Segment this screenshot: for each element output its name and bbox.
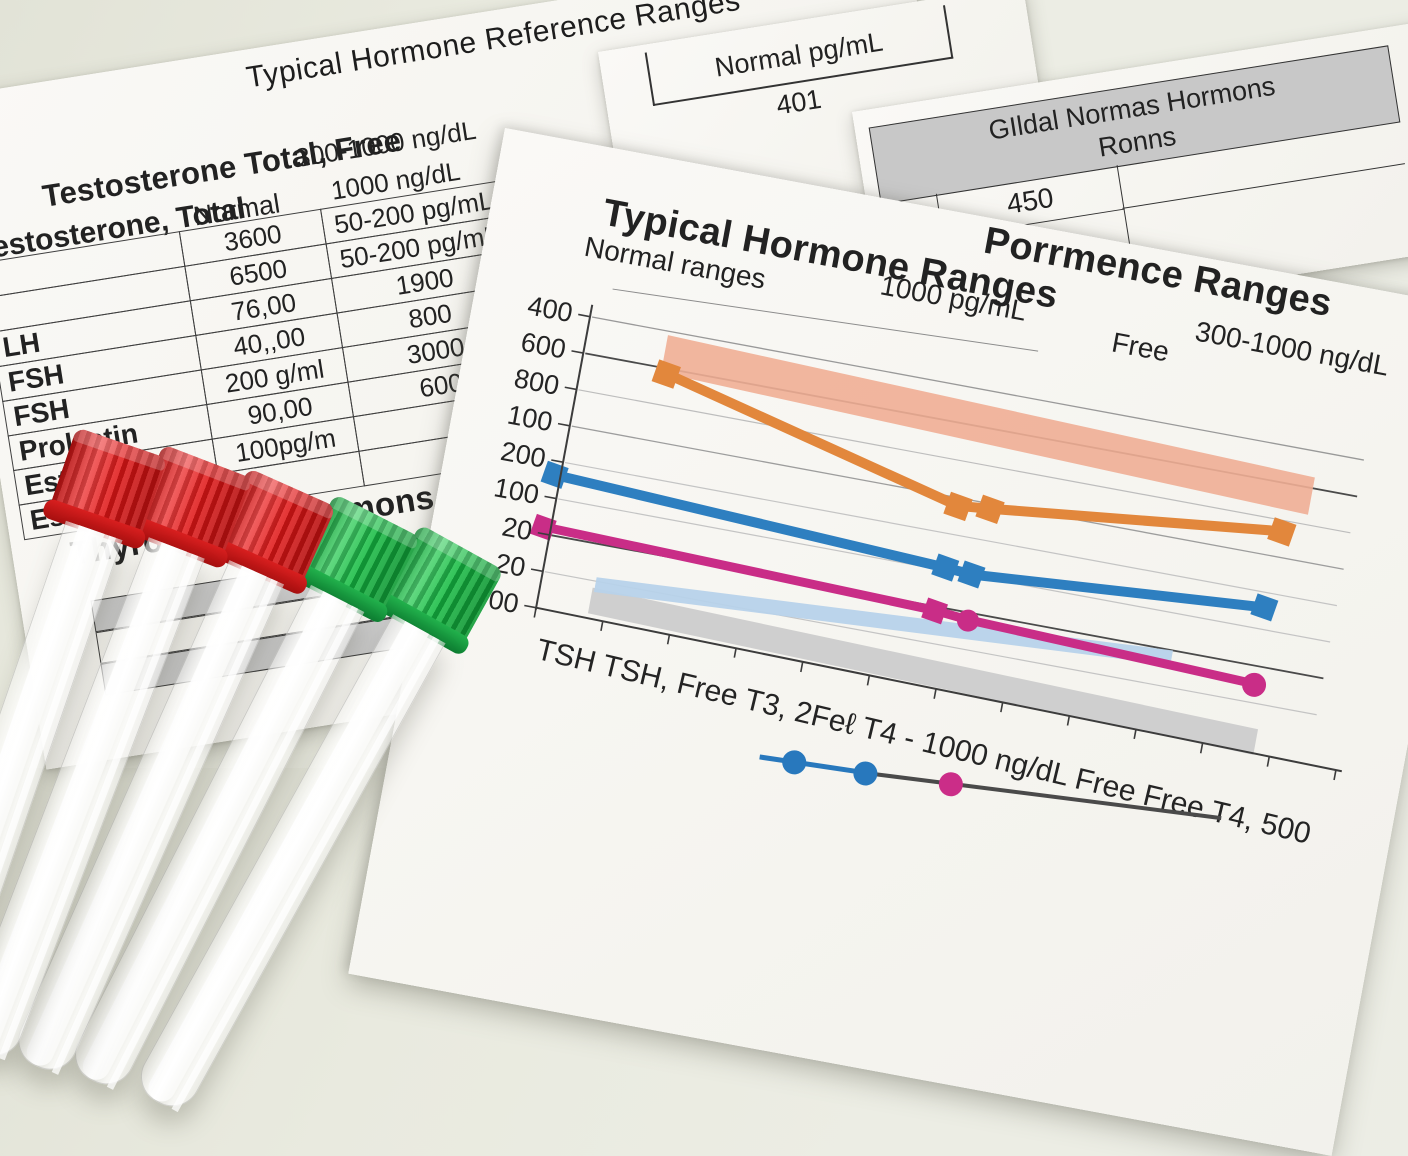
reference-band	[661, 335, 1315, 515]
annotation-free: Free	[1109, 326, 1172, 368]
gray-band	[587, 587, 1259, 755]
y-tick-label: 100	[492, 472, 542, 510]
y-tick-label: 100	[505, 400, 555, 438]
magenta-series	[529, 513, 1267, 697]
normal-pgml-value: 401	[774, 83, 824, 121]
y-tick-label: 20	[500, 511, 535, 546]
y-tick-label: 400	[525, 290, 575, 328]
chart-paper: Typical Hormone Ranges Porrmence Ranges …	[348, 128, 1408, 1156]
blue-series	[540, 460, 1279, 622]
lightblue-band	[593, 577, 1173, 666]
hormone-chart: 400 600 800 100 200 100 20 20 00 TSH	[486, 290, 1364, 851]
y-tick-label: 600	[519, 327, 569, 365]
annotation-300-1000-ngdl: 300-1000 ng/dL	[1192, 315, 1392, 382]
legend-magenta-dot	[938, 772, 963, 797]
legend-blue-dot	[853, 761, 878, 786]
legend-blue-dot	[782, 750, 807, 775]
orange-series	[651, 359, 1297, 547]
gidal-row-line	[1122, 162, 1405, 209]
y-tick-label: 800	[512, 363, 562, 401]
y-tick-label: 200	[498, 436, 548, 474]
